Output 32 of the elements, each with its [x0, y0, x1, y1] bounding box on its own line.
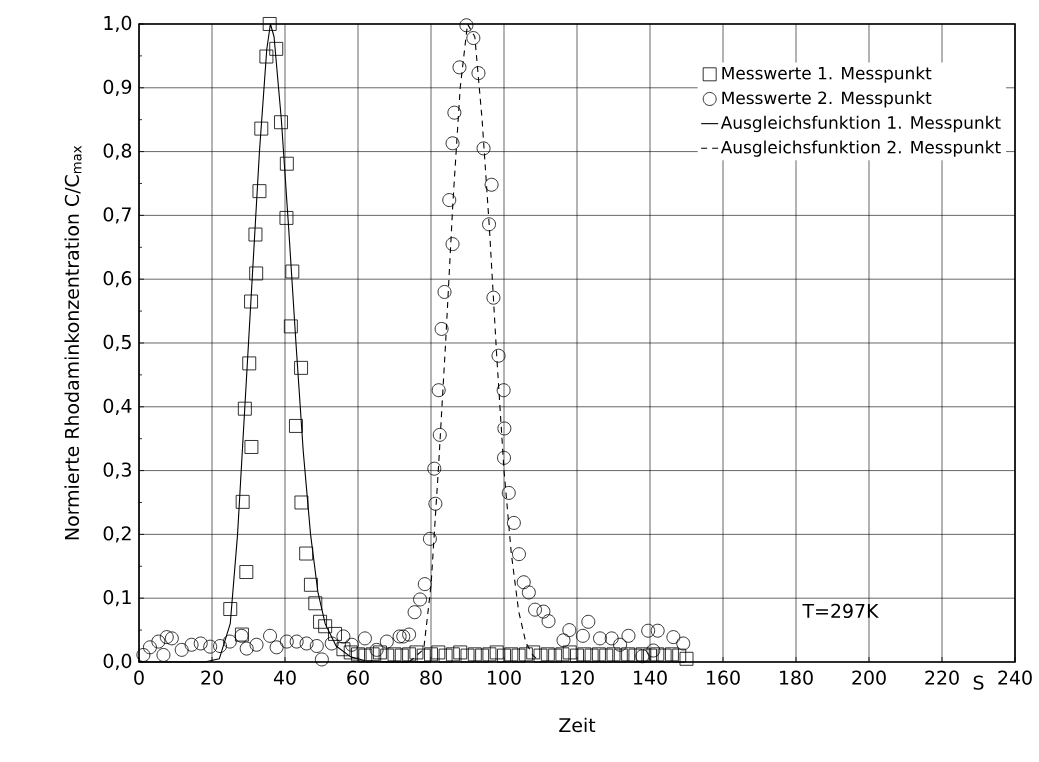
y-tick-label: 0,8: [103, 143, 132, 160]
x-tick-label: 200: [852, 670, 886, 685]
y-tick-label: 0,9: [103, 79, 132, 96]
x-tick-label: 20: [201, 670, 223, 685]
y-axis-title: Normierte Rhodaminkonzentration C/C$_{max}$: [64, 145, 82, 540]
x-axis-title: Zeit: [559, 717, 596, 733]
y-tick-label: 0,7: [103, 207, 131, 224]
x-tick-label: 180: [780, 670, 813, 685]
y-tick-label: 1,0: [104, 15, 132, 33]
annotation: T=297K: [802, 603, 879, 619]
x-tick-label: 0: [134, 670, 144, 685]
x-tick-label: 160: [707, 670, 740, 685]
y-tick-label: 0,6: [103, 271, 132, 288]
legend-label: Ausgleichsfunktion 2. Messpunkt: [720, 140, 1001, 157]
y-tick-label: 0,3: [103, 462, 131, 479]
x-tick-label: 220: [925, 670, 959, 685]
x-tick-label: 240: [998, 670, 1032, 685]
x-tick-label: 80: [420, 670, 442, 685]
x-tick-label: 100: [488, 670, 521, 685]
x-tick-label: 40: [273, 670, 296, 685]
legend-label: Ausgleichsfunktion 1. Messpunkt: [720, 115, 1001, 133]
y-tick-label: 0,5: [103, 334, 131, 352]
x-tick-label: 140: [634, 670, 667, 685]
text: S: [973, 675, 984, 690]
y-tick-label: 0,4: [103, 398, 132, 415]
y-tick-label: 0,1: [103, 590, 131, 607]
y-tick-label: 0,2: [103, 526, 131, 543]
legend-label: Messwerte 2. Messpunkt: [722, 91, 932, 108]
x-tick-label: 120: [561, 670, 594, 685]
x-tick-label: 60: [347, 670, 369, 685]
y-tick-label: 0,0: [103, 653, 132, 671]
legend-label: Messwerte 1. Messpunkt: [722, 66, 932, 83]
